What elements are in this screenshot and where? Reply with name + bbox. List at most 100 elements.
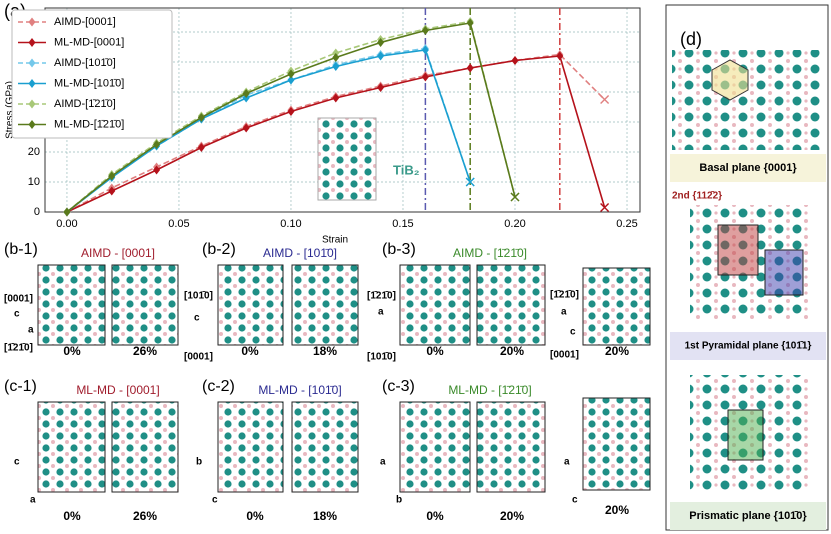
- axis-direction: c: [572, 495, 578, 506]
- legend-marker: [28, 58, 36, 68]
- panel-title: AIMD - [0001]: [81, 246, 155, 260]
- plane-label: 2nd {112̄2}: [672, 191, 722, 202]
- legend-box: [11, 9, 173, 139]
- legend-label: ML-MD-[0001]: [54, 36, 124, 48]
- structure-snapshot: [476, 401, 546, 493]
- tib2-structure: [317, 117, 377, 201]
- point: [287, 75, 295, 85]
- legend-marker: [28, 120, 36, 129]
- x-tick-label: 0.15: [392, 218, 413, 230]
- pyramidal-strip: [670, 332, 826, 360]
- panel-label: (c-1): [4, 378, 37, 395]
- axis-direction: a: [378, 307, 384, 318]
- axis-direction: c: [570, 327, 576, 338]
- axis-direction: a: [30, 495, 36, 506]
- strain-caption: 18%: [313, 509, 337, 523]
- axis-direction: b: [196, 457, 202, 468]
- point: [197, 113, 205, 122]
- axis-direction: c: [14, 457, 20, 468]
- panel-title: ML-MD - [1̄21̄0]: [448, 383, 531, 397]
- point: [377, 38, 385, 47]
- strain-caption: 26%: [133, 509, 157, 523]
- point: [556, 51, 564, 61]
- point: [108, 186, 116, 196]
- point: [466, 63, 474, 73]
- point: [465, 177, 475, 187]
- structure-snapshot: [291, 401, 359, 493]
- x-tick-label: 0.20: [504, 218, 525, 230]
- point: [332, 93, 340, 103]
- legend-marker: [28, 99, 36, 109]
- basal-strip: [670, 154, 826, 182]
- pyramidal-cell: [717, 224, 759, 276]
- y-tick-label: 20: [28, 146, 40, 158]
- legend-marker: [28, 79, 36, 88]
- y-tick-label: 0: [34, 206, 40, 218]
- axis-direction: c: [212, 495, 218, 506]
- strain-caption: 0%: [426, 509, 444, 523]
- structure-snapshot: [111, 401, 179, 493]
- point: [287, 69, 295, 79]
- panel-label: (c-3): [382, 378, 415, 395]
- x-tick-label: 0.25: [616, 218, 637, 230]
- legend-marker: [28, 38, 36, 47]
- plane-label: Basal plane {0001}: [699, 162, 797, 174]
- structure-snapshot: [217, 264, 284, 346]
- point: [242, 89, 250, 98]
- point: [421, 26, 429, 35]
- structure-snapshot: [582, 397, 651, 491]
- point: [287, 107, 295, 116]
- axis-direction: [101̄0]: [367, 352, 396, 363]
- axis-direction: [1̄21̄0]: [367, 291, 396, 302]
- legend-label: ML-MD-[101̄0]: [54, 77, 124, 89]
- prismatic-cell: [727, 409, 764, 461]
- strain-caption: 20%: [500, 509, 524, 523]
- point: [153, 140, 161, 149]
- panel-label: (b-2): [202, 241, 236, 258]
- axis-direction: a: [28, 325, 34, 336]
- plane-label: Prismatic plane {101̄0}: [689, 510, 807, 522]
- point: [377, 83, 385, 92]
- point: [377, 51, 385, 61]
- structure-snapshot: [399, 264, 471, 346]
- structure-snapshot: [476, 264, 546, 346]
- panel-title: AIMD - [1̄21̄0]: [453, 246, 527, 260]
- strain-caption: 20%: [605, 344, 629, 358]
- legend-label: ML-MD-[1̄21̄0]: [54, 118, 124, 130]
- prismatic-strip: [670, 502, 826, 530]
- axis-direction: a: [561, 307, 567, 318]
- panel-label: (c-2): [202, 378, 235, 395]
- legend-label: AIMD-[101̄0]: [54, 57, 116, 69]
- point: [600, 203, 610, 212]
- point: [510, 192, 520, 202]
- y-tick-label: 10: [28, 176, 40, 188]
- structure-snapshot: [399, 401, 471, 493]
- structure-snapshot: [111, 264, 179, 346]
- point: [153, 165, 161, 175]
- structure-snapshot: [291, 264, 359, 346]
- point: [63, 207, 71, 217]
- structure-snapshot: [582, 267, 651, 346]
- legend-label: AIMD-[1̄21̄0]: [54, 98, 116, 110]
- axis-direction: c: [194, 313, 200, 324]
- structure-snapshot: [37, 264, 106, 346]
- axis-direction: c: [14, 309, 20, 320]
- x-tick-label: 0.05: [168, 218, 189, 230]
- legend-label: AIMD-[0001]: [54, 16, 116, 28]
- strain-caption: 18%: [313, 344, 337, 358]
- strain-caption: 26%: [133, 344, 157, 358]
- axis-direction: [1̄21̄0]: [550, 290, 579, 301]
- plane-label: 1st Pyramidal plane {101̄1}: [685, 341, 812, 352]
- strain-caption: 20%: [605, 503, 629, 517]
- y-axis-label: Stress (GPa): [5, 81, 16, 139]
- point: [242, 123, 250, 133]
- strain-caption: 0%: [426, 344, 444, 358]
- strain-caption: 0%: [63, 509, 81, 523]
- panel-label: (b-1): [4, 241, 38, 258]
- panel-title: AIMD - [101̄0]: [263, 246, 337, 260]
- x-axis-label: Strain: [322, 235, 348, 246]
- point: [600, 95, 610, 104]
- annotation: TiB₂: [393, 162, 420, 177]
- point: [332, 53, 340, 62]
